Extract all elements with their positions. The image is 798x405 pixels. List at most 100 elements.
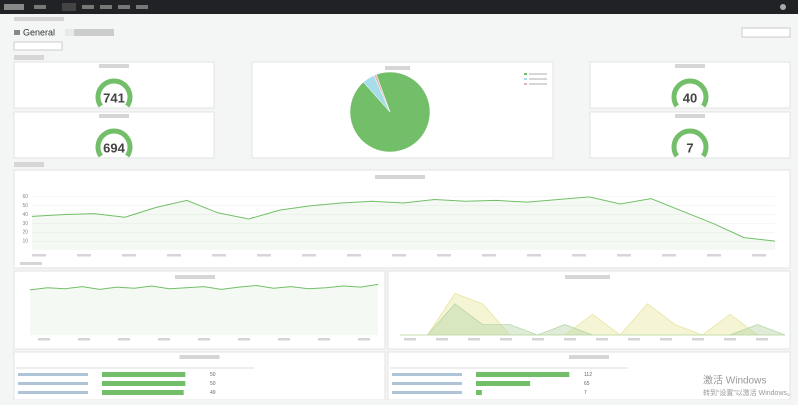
row-label	[392, 373, 462, 376]
panel-title	[99, 64, 129, 68]
x-tick-label	[318, 338, 330, 341]
x-tick-label	[660, 338, 672, 341]
gauge-value: 694	[103, 140, 125, 155]
x-tick-label	[436, 338, 448, 341]
gauge-value: 741	[103, 90, 125, 105]
legend-label	[529, 73, 547, 75]
panel-title	[675, 64, 705, 68]
x-tick-label	[756, 338, 768, 341]
panel-title	[569, 355, 609, 359]
x-tick-label	[78, 338, 90, 341]
x-tick-label	[358, 338, 370, 341]
gauge-value: 40	[683, 90, 697, 105]
y-tick-label: 30	[22, 221, 28, 227]
row-label	[18, 373, 88, 376]
breadcrumb-top	[14, 17, 64, 21]
x-tick-label	[482, 254, 496, 257]
x-tick-label	[500, 338, 512, 341]
panel-title	[565, 275, 610, 279]
area	[400, 303, 786, 336]
legend-swatch	[524, 73, 527, 75]
variable-select[interactable]	[13, 41, 63, 51]
nav-item[interactable]	[100, 5, 112, 9]
legend-label	[529, 83, 547, 85]
bar-value: 50	[210, 381, 216, 387]
panel-title	[179, 355, 220, 359]
row-title[interactable]	[14, 162, 44, 167]
x-tick-label	[212, 254, 226, 257]
panel-title	[99, 114, 129, 118]
y-tick-label: 60	[22, 194, 28, 200]
x-tick-label	[662, 254, 676, 257]
bar-value: 112	[584, 372, 592, 378]
x-tick-label	[572, 254, 586, 257]
area-fill	[32, 196, 775, 250]
bar-value: 49	[210, 390, 216, 396]
row-label	[18, 382, 88, 385]
nav-item[interactable]	[34, 5, 46, 9]
x-tick-label	[468, 338, 480, 341]
bar-value: 7	[584, 390, 587, 396]
bar-gauge	[476, 372, 570, 377]
time-picker[interactable]	[741, 27, 791, 38]
gauge-value: 7	[686, 140, 693, 155]
row-label	[392, 382, 462, 385]
nav-item[interactable]	[118, 5, 130, 9]
folder-icon	[14, 30, 20, 35]
nav-item[interactable]	[82, 5, 94, 9]
bar-value: 65	[584, 381, 590, 387]
x-tick-label	[257, 254, 271, 257]
x-tick-label	[198, 338, 210, 341]
bar-gauge	[476, 381, 531, 386]
x-tick-label	[32, 254, 46, 257]
row-title[interactable]	[14, 55, 44, 60]
legend-swatch	[524, 83, 527, 85]
bar-gauge	[102, 381, 186, 386]
x-tick-label	[596, 338, 608, 341]
bar-gauge	[102, 372, 186, 377]
gauge-arc	[671, 128, 709, 158]
x-tick-label	[347, 254, 361, 257]
x-tick-label	[692, 338, 704, 341]
y-tick-label: 40	[22, 212, 28, 218]
panel-title	[375, 175, 425, 179]
x-tick-label	[527, 254, 541, 257]
x-tick-label	[628, 338, 640, 341]
x-tick-label	[38, 338, 50, 341]
x-tick-label	[302, 254, 316, 257]
logo[interactable]	[4, 4, 24, 10]
gauge-arc	[95, 78, 133, 108]
top-nav	[0, 0, 798, 14]
settings-icon[interactable]	[780, 4, 786, 10]
line-panel	[13, 169, 791, 269]
bar-gauge	[476, 390, 482, 395]
x-tick-label	[532, 338, 544, 341]
x-tick-label	[167, 254, 181, 257]
pie-slice	[373, 74, 391, 113]
x-tick-label	[118, 338, 130, 341]
x-tick-label	[437, 254, 451, 257]
x-tick-label	[707, 254, 721, 257]
watermark: 激活 Windows	[703, 374, 766, 387]
folder[interactable]: General	[23, 27, 55, 37]
x-tick-label	[238, 338, 250, 341]
bar-gauge	[102, 390, 184, 395]
x-tick-label	[752, 254, 766, 257]
panel-title	[175, 275, 215, 279]
bar-value: 50	[210, 372, 216, 378]
dashboard-title	[74, 29, 114, 36]
nav-item[interactable]	[136, 5, 148, 9]
gauge-panel	[13, 111, 215, 159]
nav-item[interactable]	[62, 3, 76, 11]
gauge-arc	[95, 128, 133, 158]
x-tick-label	[564, 338, 576, 341]
panel-title	[675, 114, 705, 118]
x-tick-label	[404, 338, 416, 341]
area-panel	[387, 270, 791, 350]
gauge-panel	[589, 61, 791, 109]
line	[31, 196, 776, 242]
area-fill	[30, 284, 378, 335]
y-tick-label: 50	[22, 203, 28, 209]
x-tick-label	[278, 338, 290, 341]
